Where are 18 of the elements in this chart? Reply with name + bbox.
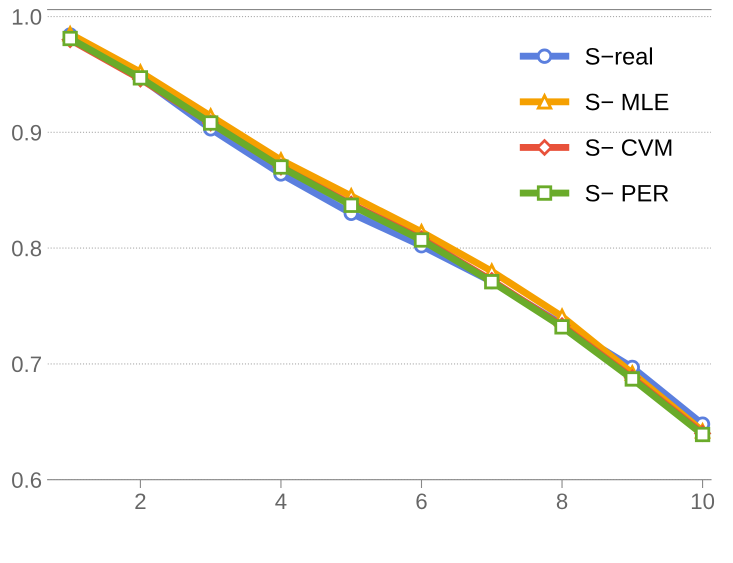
x-tick-label: 4 <box>275 494 286 509</box>
legend-label: S− MLE <box>586 94 668 110</box>
point <box>344 198 359 213</box>
point <box>624 371 640 387</box>
x-tick-label: 10 <box>692 493 714 510</box>
y-tick-label: 0.8 <box>12 240 42 256</box>
point <box>62 30 78 46</box>
legend-label: S− PER <box>586 184 668 202</box>
legend-label: S− CVM <box>586 139 672 156</box>
y-tick-label: 0.7 <box>12 356 41 372</box>
y-tick-label: 1.0 <box>12 9 42 25</box>
point <box>554 319 570 334</box>
x-tick-label: 8 <box>556 493 568 510</box>
legend-label: S−real <box>586 47 652 65</box>
y-tick-label: 0.9 <box>12 124 42 141</box>
x-tick-label: 2 <box>135 493 146 509</box>
x-tick-label: 6 <box>416 493 427 510</box>
y-tick-label: 0.6 <box>12 472 42 488</box>
